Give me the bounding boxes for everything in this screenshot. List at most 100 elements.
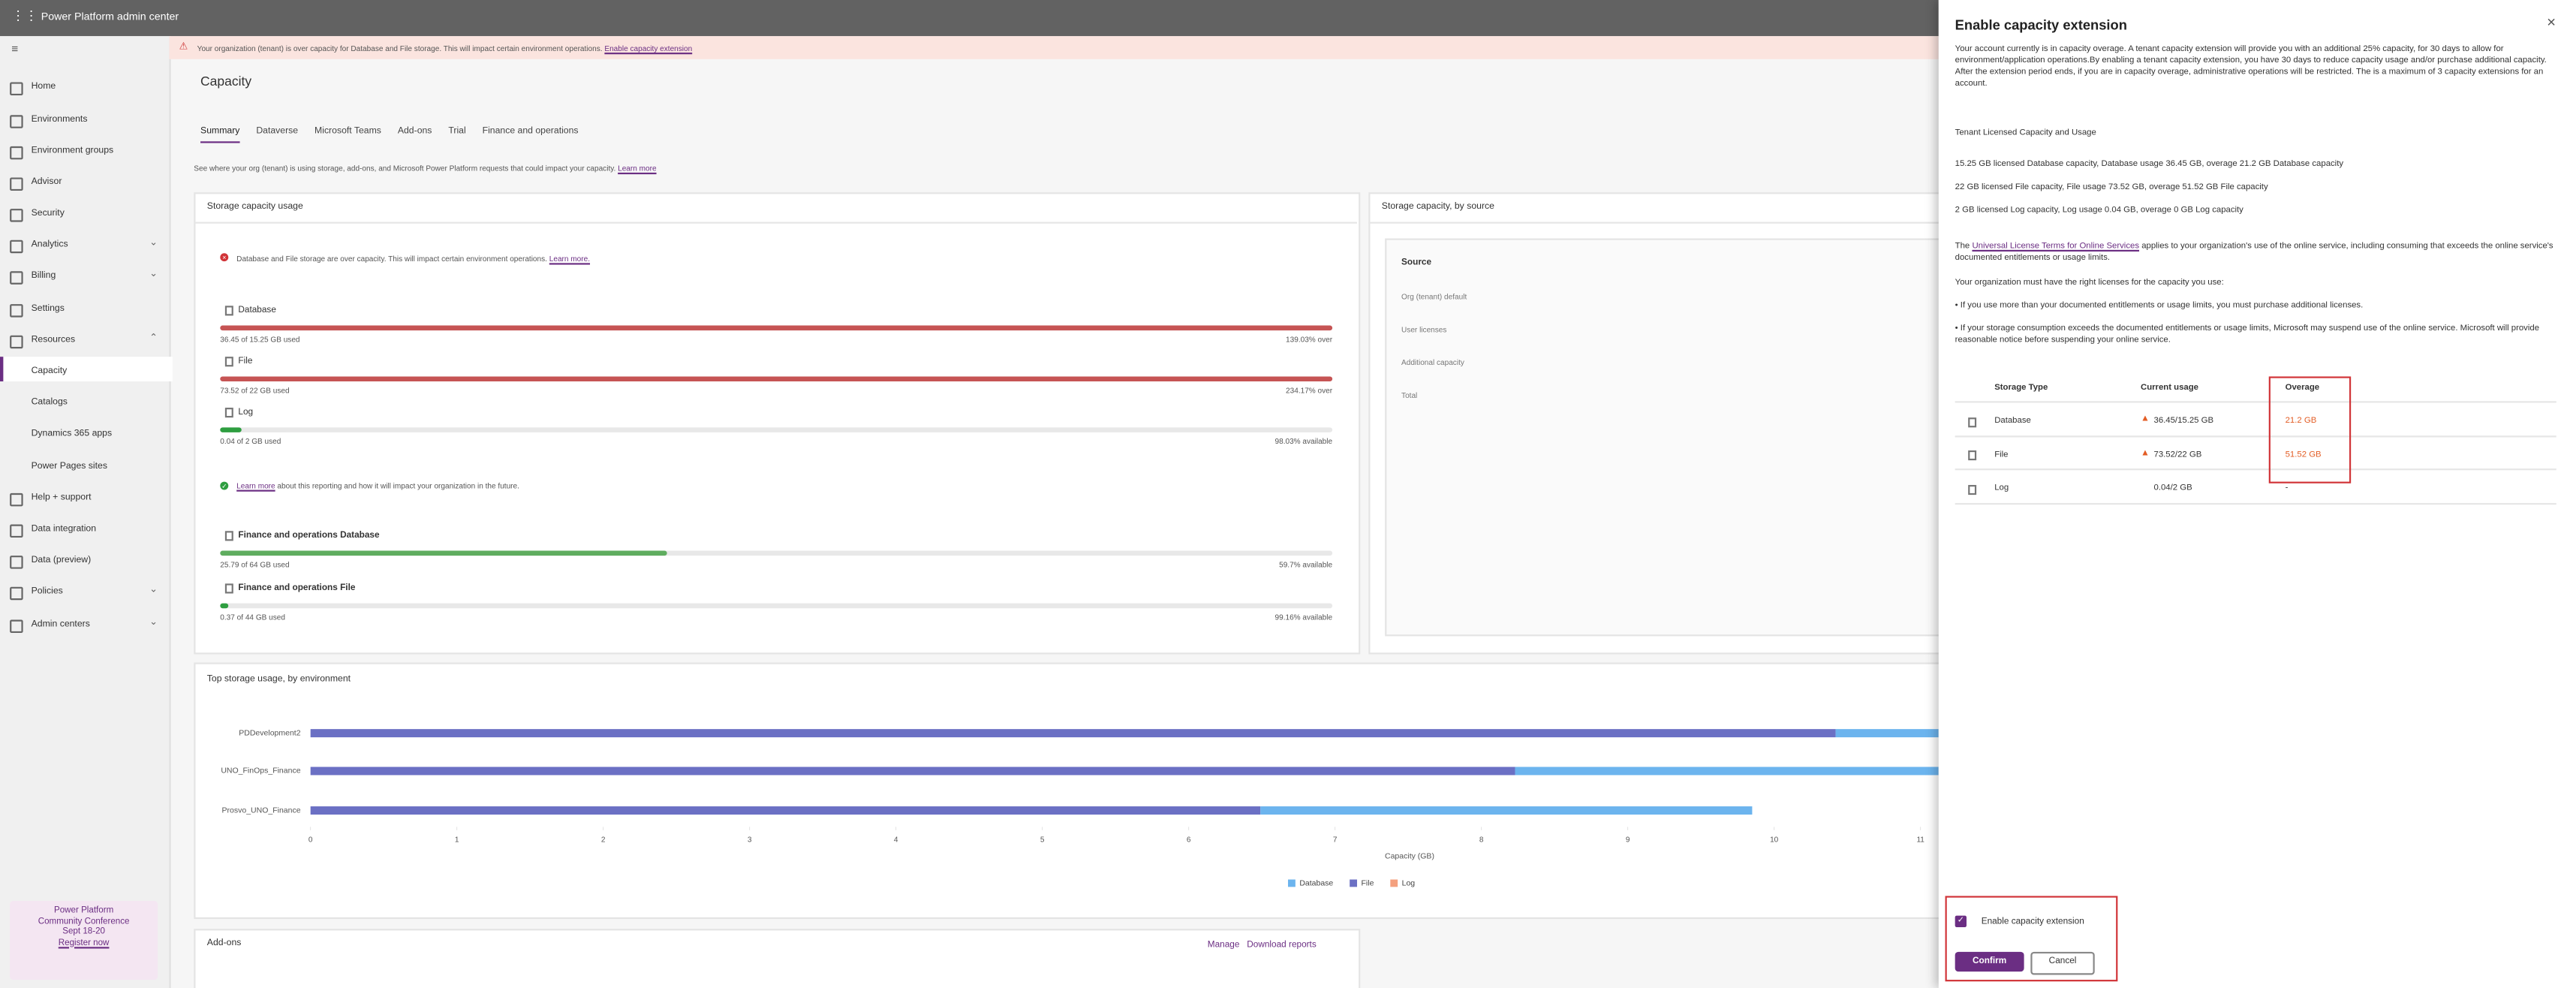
close[interactable]: ✕ <box>2546 18 2556 30</box>
row-line <box>1955 401 2556 402</box>
usage-name: Log <box>238 408 254 418</box>
x-tick-label: 10 <box>1770 836 1779 845</box>
nav-item[interactable]: Help + support <box>31 492 92 504</box>
bar-segment <box>1835 729 1939 738</box>
table-cell: Log <box>1994 483 2009 493</box>
tab[interactable]: Summary <box>200 127 240 143</box>
ok-icon: ✓ <box>220 481 229 490</box>
nav-item[interactable]: Policies <box>31 586 63 597</box>
nav-icon <box>10 524 23 538</box>
nav-item[interactable]: Data (preview) <box>31 556 92 566</box>
usage-icon <box>224 531 233 541</box>
bar-segment <box>310 767 1515 776</box>
side-panel: Enable capacity extension ✕ Your account… <box>1938 0 2576 988</box>
x-tick-label: 5 <box>1040 836 1045 845</box>
card-title: Storage capacity usage <box>206 202 303 212</box>
tab[interactable]: Add-ons <box>397 126 432 137</box>
chevron: ⌄ <box>149 585 158 595</box>
page-title: Capacity <box>200 74 252 89</box>
download-reports[interactable]: Download reports <box>1247 940 1317 950</box>
terms-link[interactable]: Universal License Terms for Online Servi… <box>1972 241 2140 252</box>
row-icon <box>1968 450 1977 461</box>
card-title: Storage capacity, by source <box>1381 202 1494 212</box>
nav-item[interactable]: Home <box>31 82 56 92</box>
nav-item[interactable]: Dynamics 365 apps <box>31 429 113 439</box>
table-cell: 51.52 GB <box>2285 449 2322 460</box>
promo: Power Platform Community Conference Sept… <box>10 900 158 980</box>
legend-swatch <box>1288 879 1296 887</box>
nav-icon <box>10 239 23 254</box>
usage-icon <box>224 583 233 594</box>
nav-icon <box>10 556 23 569</box>
warn-icon: ▲ <box>2141 447 2150 458</box>
alert-link[interactable]: Learn more. <box>549 255 591 264</box>
usage-icon <box>224 408 233 418</box>
hamburger[interactable]: ≡ <box>11 44 19 56</box>
usage-status: 139.03% over <box>1286 335 1333 344</box>
nav-item[interactable]: Power Pages sites <box>31 462 107 472</box>
card-title: Add-ons <box>206 938 242 949</box>
usage-status: 99.16% available <box>1274 613 1333 622</box>
nav-item[interactable]: Settings <box>31 304 65 315</box>
manage[interactable]: Manage <box>1207 940 1240 950</box>
nav-item[interactable]: Admin centers <box>31 619 90 630</box>
nav-icon <box>10 304 23 318</box>
nav-item[interactable]: Data integration <box>31 524 97 535</box>
th: Overage <box>2285 383 2320 393</box>
nav-item[interactable]: Analytics <box>31 239 68 250</box>
usage-used: 25.79 of 64 GB used <box>220 560 290 569</box>
source-row: User licenses <box>1401 325 1447 334</box>
row-icon <box>1968 417 1977 427</box>
x-tick-label: 11 <box>1916 836 1924 845</box>
y-tick-label: Prosvo_UNO_Finance <box>222 806 301 815</box>
usage-status: 59.7% available <box>1279 560 1333 569</box>
nav-item[interactable]: Advisor <box>31 177 62 188</box>
banner-link[interactable]: Enable capacity extension <box>604 44 693 52</box>
table-cell: 73.52/22 GB <box>2153 449 2202 460</box>
learn-more[interactable]: Learn more <box>618 164 657 173</box>
page-description: See where your org (tenant) is using sto… <box>194 164 616 173</box>
promo-link[interactable]: Register now <box>58 938 110 948</box>
bar-segment <box>1515 767 1939 776</box>
nav-icon <box>10 619 23 634</box>
bullet: • If you use more than your documented e… <box>1955 300 2364 311</box>
usage-fill <box>220 550 667 556</box>
app-launcher[interactable]: ⋮⋮ <box>11 8 38 23</box>
storage-card <box>194 192 1361 655</box>
checkbox-label: Enable capacity extension <box>1981 917 2084 927</box>
usage-bar <box>220 427 1333 432</box>
tab[interactable]: Trial <box>448 126 466 137</box>
nav-item[interactable]: Resources <box>31 335 76 345</box>
nav-icon <box>10 271 23 285</box>
bar-segment <box>1260 806 1753 815</box>
x-tick-label: 7 <box>1333 836 1338 845</box>
nav-item[interactable]: Billing <box>31 271 56 282</box>
table-cell: File <box>1994 449 2009 460</box>
nav-item[interactable]: Environment groups <box>31 146 114 157</box>
info-link[interactable]: Learn more <box>236 481 275 490</box>
table-cell: 0.04/2 GB <box>2153 483 2192 493</box>
chevron: ⌄ <box>149 238 158 249</box>
checkbox[interactable]: ✓ <box>1955 915 1967 927</box>
usage-used: 0.04 of 2 GB used <box>220 437 281 446</box>
intro: Your account currently is in capacity ov… <box>1955 44 2547 89</box>
divider <box>1368 221 2026 223</box>
promo-line: Sept 18-20 <box>62 926 105 938</box>
tab[interactable]: Finance and operations <box>482 126 579 137</box>
nav-item[interactable]: Environments <box>31 115 88 125</box>
th: Storage Type <box>1994 383 2048 393</box>
chart: Top storage usage, by environment 0 1 2 3 4 5… <box>207 673 1939 888</box>
nav-icon <box>10 209 23 222</box>
tab[interactable]: Dataverse <box>256 126 299 137</box>
error-icon: × <box>220 253 229 262</box>
usage-status: 234.17% over <box>1286 386 1333 395</box>
nav-item[interactable]: Capacity <box>31 366 68 377</box>
tab[interactable]: Microsoft Teams <box>314 126 381 137</box>
nav-item[interactable]: Security <box>31 209 65 219</box>
nav-item[interactable]: Catalogs <box>31 397 68 408</box>
confirm-button[interactable]: Confirm <box>1955 951 2024 972</box>
addons-card <box>194 929 1361 988</box>
alert: Database and File storage are over capac… <box>236 255 547 264</box>
cancel-button[interactable]: Cancel <box>2030 951 2095 975</box>
x-axis-label: Capacity (GB) <box>1385 852 1434 861</box>
